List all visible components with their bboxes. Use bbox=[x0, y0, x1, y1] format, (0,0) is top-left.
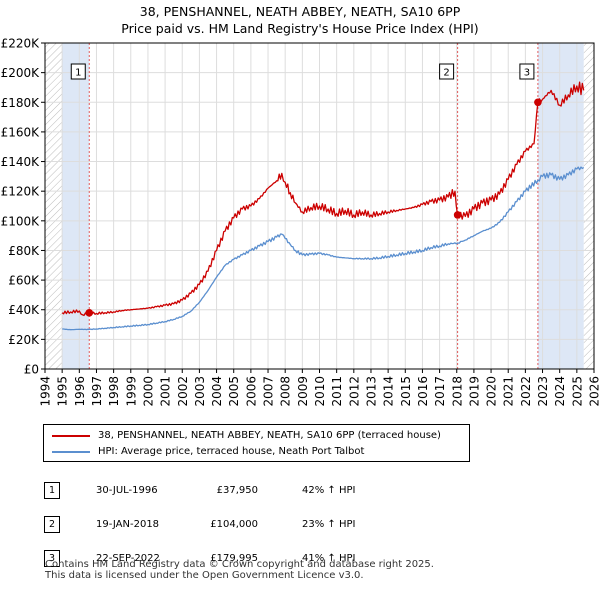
y-tick-label: £40K bbox=[8, 303, 40, 317]
y-tick-label: £120K bbox=[1, 185, 41, 199]
x-tick-label: 2012 bbox=[347, 376, 361, 407]
x-tick-label: 2010 bbox=[313, 376, 327, 407]
x-tick-label: 1994 bbox=[39, 376, 53, 407]
x-tick-label: 1997 bbox=[90, 376, 104, 407]
x-tick-label: 2005 bbox=[227, 376, 241, 407]
sale-3-label-text: 3 bbox=[524, 68, 530, 79]
y-tick-label: £80K bbox=[8, 244, 40, 258]
x-tick-label: 2003 bbox=[193, 376, 207, 407]
footer-attribution: Contains HM Land Registry data © Crown c… bbox=[45, 559, 434, 581]
y-tick-label: £60K bbox=[8, 274, 40, 288]
x-tick-label: 2008 bbox=[279, 376, 293, 407]
sale-date: 19-JAN-2018 bbox=[96, 518, 160, 530]
table-row: 2 19-JAN-2018 £104,000 23% ↑ HPI bbox=[41, 507, 412, 541]
price-chart: £0 £20K £40K £60K £80K £100K £120K £140K £160K £1… bbox=[1, 37, 600, 407]
y-tick-label: £180K bbox=[1, 96, 41, 110]
x-tick-label: 2021 bbox=[502, 376, 516, 407]
sale-price: £104,000 bbox=[210, 518, 258, 530]
sale-3-label-box bbox=[519, 63, 535, 80]
sale-1-label-box bbox=[70, 63, 86, 80]
sale-3-label: 3 bbox=[519, 63, 535, 80]
x-tick-label: 2009 bbox=[296, 376, 310, 407]
sale-2-point bbox=[453, 211, 462, 219]
x-tick-label: 2023 bbox=[536, 376, 550, 407]
x-tick-label: 1996 bbox=[73, 376, 87, 407]
y-tick-label: £140K bbox=[1, 155, 41, 169]
legend-label-property: 38, PENSHANNEL, NEATH ABBEY, NEATH, SA10… bbox=[98, 430, 441, 441]
legend-swatch-hpi bbox=[52, 451, 90, 453]
sale-hpi-change: 23% ↑ HPI bbox=[302, 518, 356, 530]
x-tick-label: 2001 bbox=[159, 376, 173, 407]
x-tick-label: 1995 bbox=[56, 376, 70, 407]
sale-hpi-change: 42% ↑ HPI bbox=[302, 484, 356, 496]
legend-swatch-property bbox=[52, 435, 90, 437]
x-tick-label: 1999 bbox=[124, 376, 138, 407]
x-tick-label: 2022 bbox=[519, 376, 533, 407]
x-tick-label: 2015 bbox=[399, 376, 413, 407]
x-tick-label: 2004 bbox=[210, 376, 224, 407]
sale-number-badge: 3 bbox=[44, 549, 60, 567]
sales-table: 1 30-JUL-1996 £37,950 42% ↑ HPI 2 19-JAN… bbox=[41, 473, 412, 575]
x-tick-label: 2014 bbox=[382, 376, 396, 407]
table-row: 3 22-SEP-2022 £179,995 41% ↑ HPI bbox=[41, 541, 412, 575]
sale-2-label-text: 2 bbox=[443, 68, 449, 79]
x-tick-label: 2011 bbox=[330, 376, 344, 407]
x-tick-label: 2025 bbox=[570, 376, 584, 407]
shade-region-post-sale-3 bbox=[537, 43, 584, 369]
sale-1-label: 1 bbox=[70, 63, 86, 80]
hpi-line bbox=[62, 166, 585, 331]
y-tick-label: £200K bbox=[1, 66, 41, 80]
x-tick-label: 2024 bbox=[553, 376, 567, 407]
x-tick-label: 2026 bbox=[588, 376, 600, 407]
property-price-line bbox=[61, 81, 585, 317]
x-tick-label: 2019 bbox=[467, 376, 481, 407]
x-tick-label: 2000 bbox=[141, 376, 155, 407]
hatch-region-before bbox=[45, 43, 63, 369]
sale-3-point bbox=[534, 98, 542, 107]
sale-date: 30-JUL-1996 bbox=[96, 484, 158, 496]
x-tick-label: 2013 bbox=[364, 376, 378, 407]
x-tick-label: 2002 bbox=[176, 376, 190, 407]
sale-1-point bbox=[85, 308, 94, 317]
x-tick-label: 2016 bbox=[416, 376, 430, 407]
sale-price: £179,995 bbox=[210, 552, 258, 564]
sale-1-label-text: 1 bbox=[75, 68, 81, 79]
x-tick-label: 2006 bbox=[244, 376, 258, 407]
sale-hpi-change: 41% ↑ HPI bbox=[302, 552, 356, 564]
y-tick-label: £0 bbox=[24, 363, 39, 377]
footer-licence: This data is licensed under the Open Gov… bbox=[45, 570, 364, 581]
chart-legend: 38, PENSHANNEL, NEATH ABBEY, NEATH, SA10… bbox=[43, 424, 470, 462]
sale-2-label-box bbox=[439, 63, 455, 80]
chart-title-subtitle: Price paid vs. HM Land Registry's House … bbox=[121, 21, 479, 36]
table-row: 1 30-JUL-1996 £37,950 42% ↑ HPI bbox=[41, 473, 412, 507]
sale-number-badge: 1 bbox=[44, 481, 60, 499]
y-tick-label: £220K bbox=[1, 37, 41, 51]
legend-label-hpi: HPI: Average price, terraced house, Neat… bbox=[98, 446, 365, 457]
footer-copyright: Contains HM Land Registry data © Crown c… bbox=[45, 559, 434, 570]
sale-number-badge: 2 bbox=[44, 515, 60, 533]
hatch-region-after bbox=[583, 43, 594, 369]
x-tick-label: 2018 bbox=[450, 376, 464, 407]
x-tick-label: 2020 bbox=[485, 376, 499, 407]
y-tick-label: £100K bbox=[1, 214, 41, 228]
x-tick-label: 2007 bbox=[262, 376, 276, 407]
x-tick-label: 1998 bbox=[107, 376, 121, 407]
sale-date: 22-SEP-2022 bbox=[96, 552, 160, 564]
shade-region-pre-sale-1 bbox=[62, 43, 90, 369]
chart-title-address: 38, PENSHANNEL, NEATH ABBEY, NEATH, SA10… bbox=[139, 4, 461, 19]
sale-2-label: 2 bbox=[439, 63, 455, 80]
chart-title: 38, PENSHANNEL, NEATH ABBEY, NEATH, SA10… bbox=[0, 3, 600, 37]
sale-price: £37,950 bbox=[216, 484, 258, 496]
y-tick-label: £20K bbox=[8, 333, 40, 347]
x-tick-label: 2017 bbox=[433, 376, 447, 407]
y-tick-label: £160K bbox=[1, 125, 41, 139]
